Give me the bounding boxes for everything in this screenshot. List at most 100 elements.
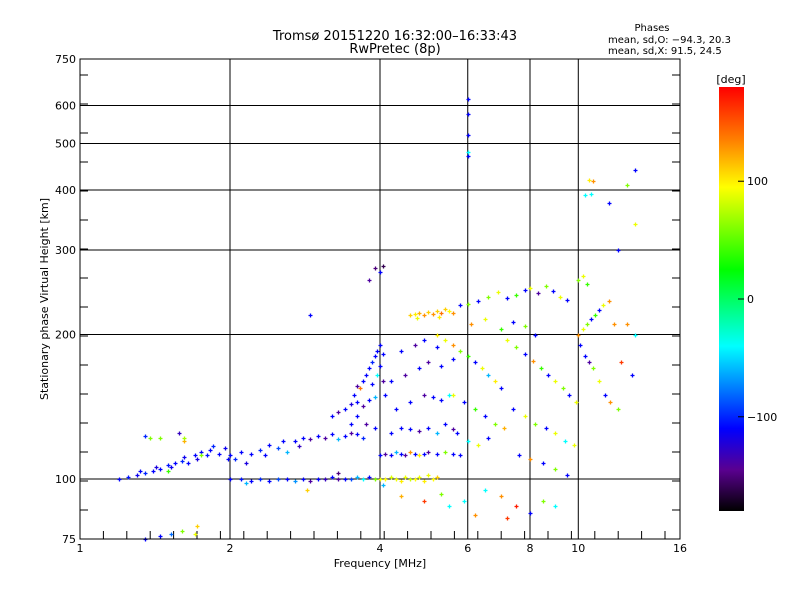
data-point — [439, 364, 444, 369]
data-point — [431, 395, 436, 400]
data-point — [480, 366, 485, 371]
data-point — [451, 343, 456, 348]
data-point — [408, 313, 413, 318]
data-point — [544, 284, 549, 289]
data-point — [403, 475, 408, 480]
stats-o-mode: mean, sd,O: −94.3, 20.3 — [608, 35, 731, 46]
y-tick-label: 600 — [55, 100, 76, 113]
data-point — [239, 477, 244, 482]
data-point — [625, 183, 630, 188]
data-point — [563, 439, 568, 444]
data-point — [195, 457, 200, 462]
data-point — [451, 452, 456, 457]
data-point — [373, 395, 378, 400]
data-point — [394, 477, 399, 482]
data-point — [413, 477, 418, 482]
data-point — [349, 477, 354, 482]
data-point — [493, 379, 498, 384]
data-point — [223, 446, 228, 451]
data-point — [349, 402, 354, 407]
data-point — [502, 426, 507, 431]
data-point — [616, 248, 621, 253]
data-point — [367, 278, 372, 283]
data-point — [403, 453, 408, 458]
data-point — [413, 343, 418, 348]
x-tick-label: 10 — [571, 542, 585, 555]
data-point — [551, 289, 556, 294]
data-point — [276, 446, 281, 451]
data-point — [591, 366, 596, 371]
data-point — [553, 504, 558, 509]
data-point — [431, 312, 436, 317]
data-point — [630, 373, 635, 378]
data-point — [533, 333, 538, 338]
data-point — [435, 345, 440, 350]
data-point — [389, 475, 394, 480]
data-point — [553, 379, 558, 384]
data-point — [158, 436, 163, 441]
colorbar-tick-label: 0 — [747, 293, 754, 306]
stats-title: Phases — [634, 23, 669, 34]
data-point — [323, 436, 328, 441]
chart-title: Tromsø 20151220 16:32:00–16:33:43 — [272, 29, 517, 44]
data-point — [258, 448, 263, 453]
data-point — [355, 400, 360, 405]
data-point — [399, 494, 404, 499]
data-point — [394, 407, 399, 412]
data-point — [343, 434, 348, 439]
data-point — [417, 366, 422, 371]
data-point — [536, 291, 541, 296]
y-tick-label: 100 — [55, 473, 76, 486]
data-point — [267, 479, 272, 484]
data-point — [597, 379, 602, 384]
data-point — [267, 443, 272, 448]
data-point — [383, 477, 388, 482]
data-point — [373, 426, 378, 431]
data-point — [199, 453, 204, 458]
data-point — [394, 450, 399, 455]
data-point — [443, 450, 448, 455]
data-point — [244, 481, 249, 486]
data-point — [546, 373, 551, 378]
y-tick-labels: 75 100 200 300 400 500 600 750 — [55, 53, 76, 546]
data-point — [514, 504, 519, 509]
data-point — [239, 450, 244, 455]
data-point — [447, 393, 452, 398]
data-point — [435, 309, 440, 314]
data-point — [431, 477, 436, 482]
data-point — [466, 150, 471, 155]
data-point — [378, 343, 383, 348]
data-point — [426, 450, 431, 455]
data-point — [541, 461, 546, 466]
data-point — [451, 311, 456, 316]
data-point — [576, 278, 581, 283]
data-point — [308, 479, 313, 484]
data-point — [493, 422, 498, 427]
data-point — [143, 471, 148, 476]
data-point — [633, 333, 638, 338]
data-point — [505, 296, 510, 301]
data-point — [285, 477, 290, 482]
data-point — [399, 426, 404, 431]
data-point — [523, 288, 528, 293]
data-point — [633, 222, 638, 227]
data-point — [451, 427, 456, 432]
data-point — [355, 384, 360, 389]
data-point — [180, 529, 185, 534]
data-point — [435, 475, 440, 480]
data-point — [528, 511, 533, 516]
data-point — [361, 436, 366, 441]
data-point — [561, 386, 566, 391]
data-point — [244, 461, 249, 466]
data-point — [343, 407, 348, 412]
data-point — [330, 475, 335, 480]
data-point — [466, 302, 471, 307]
data-point — [399, 479, 404, 484]
data-point — [378, 270, 383, 275]
data-point — [258, 477, 263, 482]
data-point — [528, 286, 533, 291]
data-point — [462, 400, 467, 405]
data-point — [308, 313, 313, 318]
data-point — [565, 298, 570, 303]
data-point — [378, 453, 383, 458]
